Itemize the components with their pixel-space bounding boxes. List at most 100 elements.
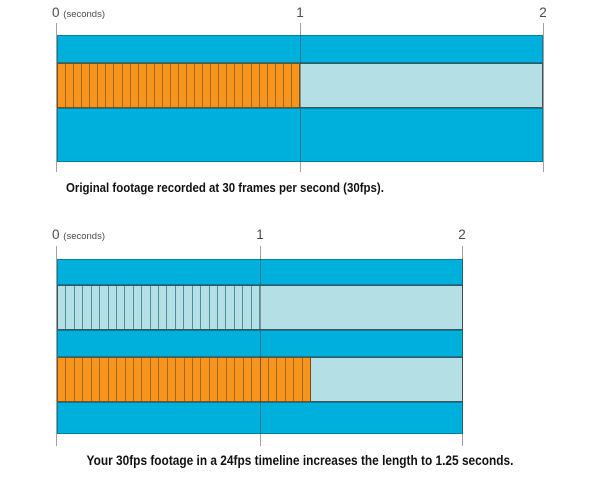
frame-cell: [66, 286, 75, 329]
frame-cell: [108, 286, 117, 329]
frame-cell: [170, 64, 179, 107]
frame-cell: [283, 64, 292, 107]
frame-cell: [267, 64, 276, 107]
frame-cell: [117, 358, 126, 401]
d1-empty-timeline-region: [300, 63, 543, 108]
d2-axis-origin-label: 0 (seconds): [52, 228, 105, 244]
frame-cell: [91, 358, 101, 401]
frame-cell: [150, 286, 160, 329]
d1-tick-label-2s: 2: [539, 5, 547, 20]
frame-cell: [83, 358, 92, 401]
d1-30fps-frames-strip: [57, 63, 300, 108]
frame-cell: [211, 64, 220, 107]
frame-cell: [243, 64, 252, 107]
frame-cell: [150, 358, 160, 401]
frame-cell: [142, 358, 151, 401]
frame-cell: [66, 358, 75, 401]
d2-origin-number: 0: [52, 227, 60, 242]
d1-tick-line-0s: [56, 23, 57, 172]
frame-cell: [184, 358, 193, 401]
frame-cell: [106, 64, 115, 107]
frame-cell: [176, 358, 185, 401]
frame-cell: [291, 64, 299, 107]
frame-cell: [259, 64, 268, 107]
frame-cell: [167, 286, 176, 329]
d2-30fps-frames-strip: [57, 357, 311, 402]
frame-cell: [226, 286, 235, 329]
frame-cell: [66, 64, 75, 107]
frame-cell: [58, 286, 67, 329]
frame-cell: [90, 64, 99, 107]
frame-cell: [201, 358, 210, 401]
frame-cell: [285, 358, 295, 401]
frame-cell: [294, 358, 303, 401]
d1-tick-line-2s: [543, 23, 544, 172]
frame-cell: [74, 358, 84, 401]
frame-cell: [130, 64, 139, 107]
frame-cell: [114, 64, 123, 107]
frame-cell: [195, 64, 204, 107]
frame-cell: [209, 286, 219, 329]
d1-tick-label-1s: 1: [296, 5, 304, 20]
d1-tick-line-1s: [300, 23, 301, 172]
d1-caption: Original footage recorded at 30 frames p…: [66, 180, 384, 195]
d1-origin-number: 0: [52, 5, 60, 20]
frame-cell: [100, 286, 109, 329]
frame-cell: [83, 286, 92, 329]
d2-tick-label-1s: 1: [256, 227, 264, 242]
frame-cell: [209, 358, 219, 401]
d2-stretched-footage-row: [57, 357, 463, 402]
d2-tick-line-0s: [56, 246, 57, 446]
d2-24fps-timeline-row: [57, 285, 463, 330]
frame-cell: [251, 64, 260, 107]
d2-tick-line-2s: [462, 246, 463, 446]
frame-cell: [159, 286, 168, 329]
frame-cell: [192, 286, 202, 329]
frame-cell: [167, 358, 177, 401]
frame-cell: [58, 64, 67, 107]
frame-cell: [201, 286, 210, 329]
frame-cell: [98, 64, 107, 107]
d2-axis-unit-label: (seconds): [63, 231, 105, 242]
frame-cell: [235, 358, 244, 401]
frame-cell: [58, 358, 67, 401]
frame-cell: [175, 286, 185, 329]
frame-cell: [74, 64, 83, 107]
frame-cell: [252, 358, 261, 401]
frame-cell: [154, 64, 163, 107]
frame-cell: [133, 358, 143, 401]
frame-cell: [218, 286, 227, 329]
frame-cell: [234, 286, 244, 329]
frame-cell: [122, 64, 131, 107]
frame-cell: [302, 358, 311, 401]
frame-cell: [219, 64, 228, 107]
d1-axis-unit-label: (seconds): [63, 9, 105, 20]
frame-cell: [142, 286, 151, 329]
frame-cell: [203, 64, 212, 107]
frame-cell: [159, 358, 168, 401]
frame-cell: [184, 286, 193, 329]
frame-cell: [146, 64, 155, 107]
frame-cell: [133, 286, 143, 329]
d2-caption: Your 30fps footage in a 24fps timeline i…: [86, 453, 514, 468]
frame-cell: [260, 358, 269, 401]
frame-cell: [243, 286, 252, 329]
frame-cell: [178, 64, 187, 107]
d2-tick-line-1s: [260, 246, 261, 446]
frame-cell: [275, 64, 284, 107]
frame-cell: [91, 286, 101, 329]
frame-cell: [243, 358, 253, 401]
d1-axis-origin-label: 0 (seconds): [52, 6, 105, 22]
d2-tick-label-2s: 2: [458, 227, 466, 242]
d1-footage-row: [57, 63, 543, 108]
frame-cell: [235, 64, 244, 107]
frame-cell: [277, 358, 286, 401]
frame-cell: [100, 358, 109, 401]
frame-cell: [116, 286, 126, 329]
d2-24fps-frames-strip: [57, 285, 261, 330]
frame-cell: [82, 64, 91, 107]
frame-cell: [125, 358, 134, 401]
frame-cell: [226, 358, 236, 401]
frame-cell: [138, 64, 147, 107]
